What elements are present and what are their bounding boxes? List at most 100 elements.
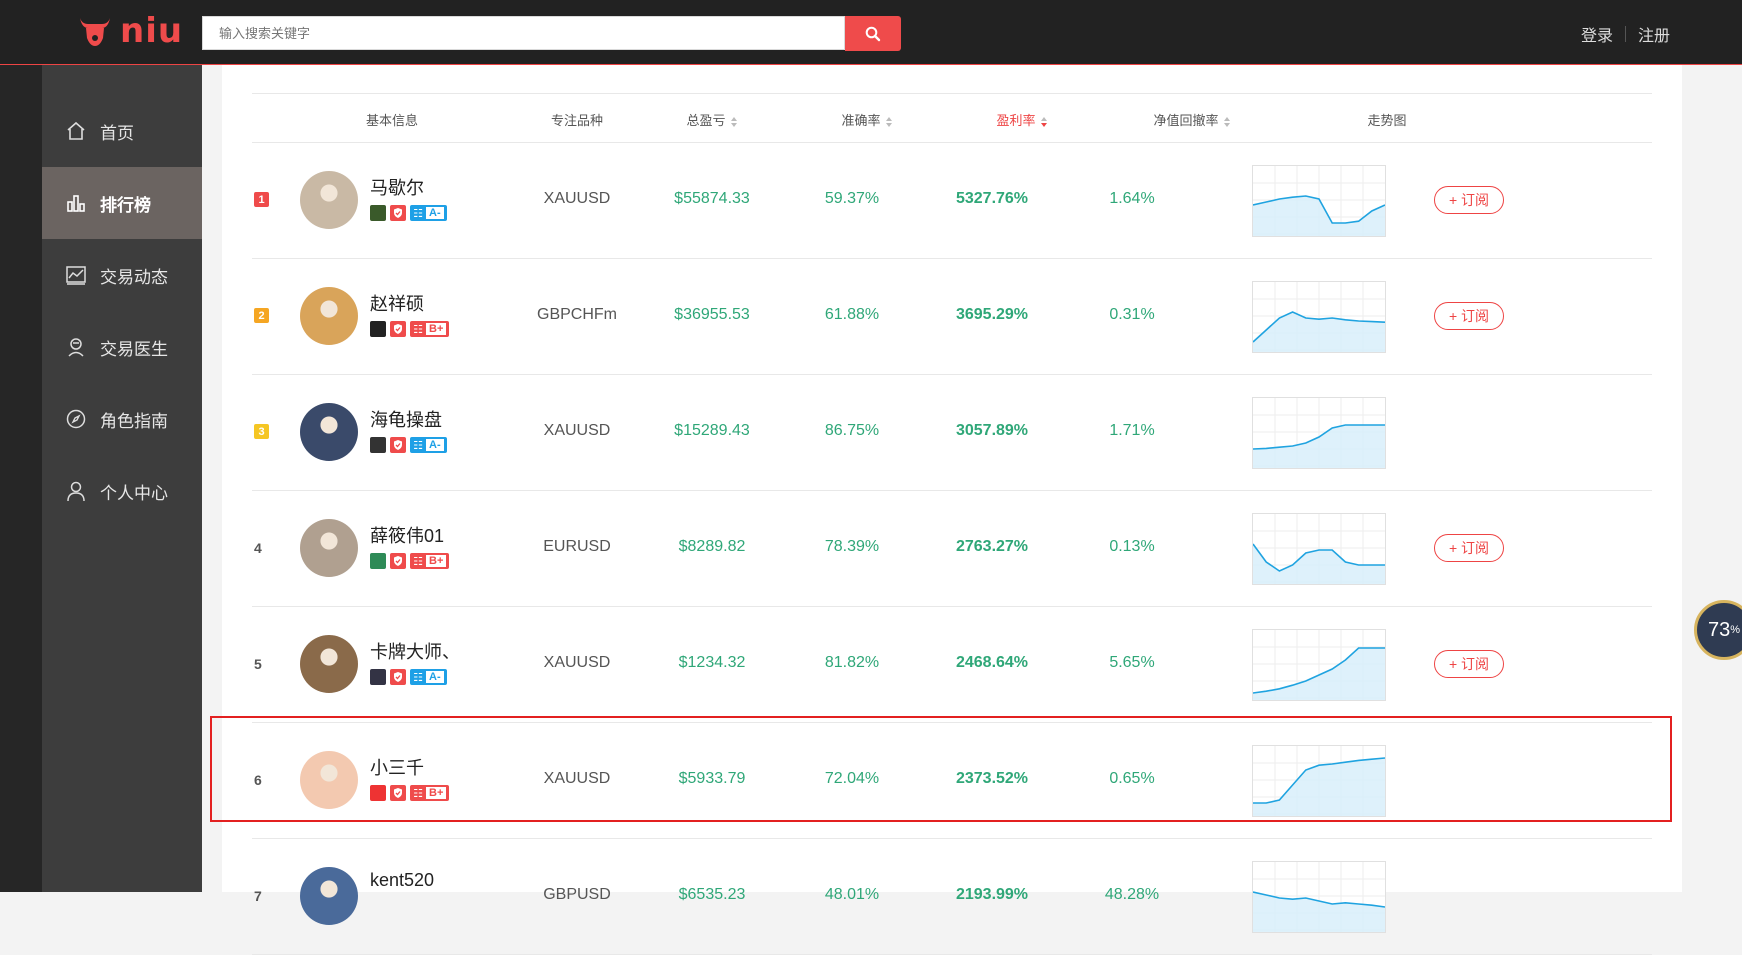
avatar[interactable] — [300, 519, 358, 577]
grade-value: A- — [426, 671, 444, 683]
ranking-icon — [64, 191, 88, 215]
user-name[interactable]: 海龟操盘 — [370, 410, 442, 430]
rank-number: 6 — [254, 772, 262, 788]
symbol-cell: XAUUSD — [543, 190, 611, 207]
drawdown-cell: 48.28% — [1104, 886, 1160, 903]
search-input[interactable] — [203, 17, 844, 49]
table-row[interactable]: 5 卡牌大师、 ☷ A- XAUUSD $1234.32 81.82% 2468.64% 5.6… — [252, 607, 1652, 723]
user-name[interactable]: 赵祥硕 — [370, 294, 424, 314]
subscribe-button[interactable]: + 订阅 — [1434, 302, 1504, 330]
logo[interactable]: niu — [76, 14, 183, 48]
broker-logo-icon — [370, 785, 386, 801]
grade-badge: ☷ B+ — [410, 553, 450, 569]
sidebar-item-home[interactable]: 首页 — [42, 95, 202, 167]
header-drawdown-sort[interactable]: 净值回撤率 — [1122, 110, 1262, 129]
accuracy-cell: 59.37% — [824, 190, 880, 207]
grade-badge: ☷ B+ — [410, 321, 450, 337]
table-row[interactable]: 3 海龟操盘 ☷ A- XAUUSD $15289.43 86.75% 3057.89% 1.7… — [252, 375, 1652, 491]
grade-icon: ☷ — [413, 323, 423, 336]
table-row[interactable]: 6 小三千 ☷ B+ XAUUSD $5933.79 72.04% 2373.52% 0.65% — [252, 723, 1652, 839]
verified-shield-icon — [390, 785, 406, 801]
rate-cell: 3695.29% — [955, 306, 1029, 323]
avatar[interactable] — [300, 751, 358, 809]
table-row[interactable]: 4 薛筱伟01 ☷ B+ EURUSD $8289.82 78.39% 2763.27% 0.1… — [252, 491, 1652, 607]
sort-icon — [1223, 116, 1230, 127]
user-icon — [64, 479, 88, 503]
rank-number: 4 — [254, 540, 262, 556]
trend-sparkline — [1252, 745, 1386, 817]
table-row[interactable]: 1 马歇尔 ☷ A- XAUUSD $55874.33 59.37% 5327.76% 1.64… — [252, 143, 1652, 259]
avatar[interactable] — [300, 403, 358, 461]
sidebar-item-label: 交易医生 — [100, 339, 168, 359]
chart-icon — [64, 263, 88, 287]
sidebar-item-ranking[interactable]: 排行榜 — [42, 167, 202, 239]
trend-sparkline — [1252, 861, 1386, 933]
broker-logo-icon — [370, 205, 386, 221]
drawdown-cell: 1.71% — [1109, 422, 1155, 439]
sidebar-item-guide[interactable]: 角色指南 — [42, 383, 202, 455]
sidebar-item-label: 角色指南 — [100, 411, 168, 431]
rate-cell: 2193.99% — [955, 886, 1029, 903]
grade-icon: ☷ — [413, 787, 423, 800]
broker-logo-icon — [370, 437, 386, 453]
profit-cell: $15289.43 — [674, 422, 750, 439]
table-row[interactable]: 2 赵祥硕 ☷ B+ GBPCHFm $36955.53 61.88% 3695.29% 0.3… — [252, 259, 1652, 375]
sidebar-item-trades[interactable]: 交易动态 — [42, 239, 202, 311]
subscribe-button[interactable]: + 订阅 — [1434, 186, 1504, 214]
header-accuracy-sort[interactable]: 准确率 — [807, 110, 927, 129]
main-content: 基本信息 专注品种 总盈亏 准确率 盈利率 净值回撤率 走势图 1 马歇尔 ☷ A- X… — [222, 65, 1682, 955]
user-name[interactable]: 马歇尔 — [370, 178, 424, 198]
verified-shield-icon — [390, 321, 406, 337]
compass-icon — [64, 407, 88, 431]
accuracy-cell: 61.88% — [824, 306, 880, 323]
sort-icon — [730, 116, 737, 127]
subscribe-button[interactable]: + 订阅 — [1434, 650, 1504, 678]
avatar[interactable] — [300, 171, 358, 229]
table-row[interactable]: 7 kent520 GBPUSD $6535.23 48.01% 2193.99% 48.2… — [252, 839, 1652, 955]
doctor-icon — [64, 335, 88, 359]
home-icon — [64, 119, 88, 143]
broker-logo-icon — [370, 553, 386, 569]
profit-cell: $6535.23 — [678, 886, 746, 903]
sidebar-item-profile[interactable]: 个人中心 — [42, 455, 202, 527]
logo-text: niu — [120, 11, 184, 51]
header-rate-sort[interactable]: 盈利率 — [962, 110, 1082, 129]
percent-sign: % — [1730, 624, 1741, 636]
rate-cell: 2468.64% — [955, 654, 1029, 671]
symbol-cell: XAUUSD — [543, 654, 611, 671]
user-name[interactable]: 小三千 — [370, 758, 424, 778]
progress-gauge[interactable]: 73% — [1694, 600, 1742, 660]
broker-logo-icon — [370, 321, 386, 337]
rate-cell: 2373.52% — [955, 770, 1029, 787]
symbol-cell: GBPUSD — [543, 886, 611, 903]
header-profit: 总盈亏 — [686, 113, 726, 128]
search-icon — [865, 26, 881, 41]
user-name[interactable]: 卡牌大师、 — [370, 642, 460, 662]
grade-icon: ☷ — [413, 555, 423, 568]
accuracy-cell: 78.39% — [824, 538, 880, 555]
login-link[interactable]: 登录 — [1580, 28, 1613, 45]
drawdown-cell: 5.65% — [1109, 654, 1155, 671]
avatar[interactable] — [300, 287, 358, 345]
rate-cell: 2763.27% — [955, 538, 1029, 555]
search-box[interactable] — [202, 16, 845, 50]
grade-badge: ☷ A- — [410, 205, 447, 221]
trend-sparkline — [1252, 165, 1386, 237]
user-name[interactable]: 薛筱伟01 — [370, 526, 445, 546]
table-header: 基本信息 专注品种 总盈亏 准确率 盈利率 净值回撤率 走势图 — [252, 93, 1652, 143]
user-name[interactable]: kent520 — [370, 870, 435, 890]
avatar[interactable] — [300, 867, 358, 925]
search-button[interactable] — [845, 16, 901, 51]
header-profit-sort[interactable]: 总盈亏 — [652, 110, 772, 129]
grade-value: B+ — [426, 323, 447, 335]
sidebar-item-doctor[interactable]: 交易医生 — [42, 311, 202, 383]
avatar[interactable] — [300, 635, 358, 693]
profit-cell: $1234.32 — [678, 654, 746, 671]
drawdown-cell: 0.65% — [1109, 770, 1155, 787]
header-rate: 盈利率 — [996, 113, 1036, 128]
register-link[interactable]: 注册 — [1637, 28, 1670, 45]
subscribe-button[interactable]: + 订阅 — [1434, 534, 1504, 562]
badge-group: ☷ B+ — [370, 321, 450, 337]
drawdown-cell: 0.13% — [1109, 538, 1155, 555]
sidebar: 首页 排行榜 交易动态 交易医生 角色指南 个人中心 — [42, 65, 202, 892]
